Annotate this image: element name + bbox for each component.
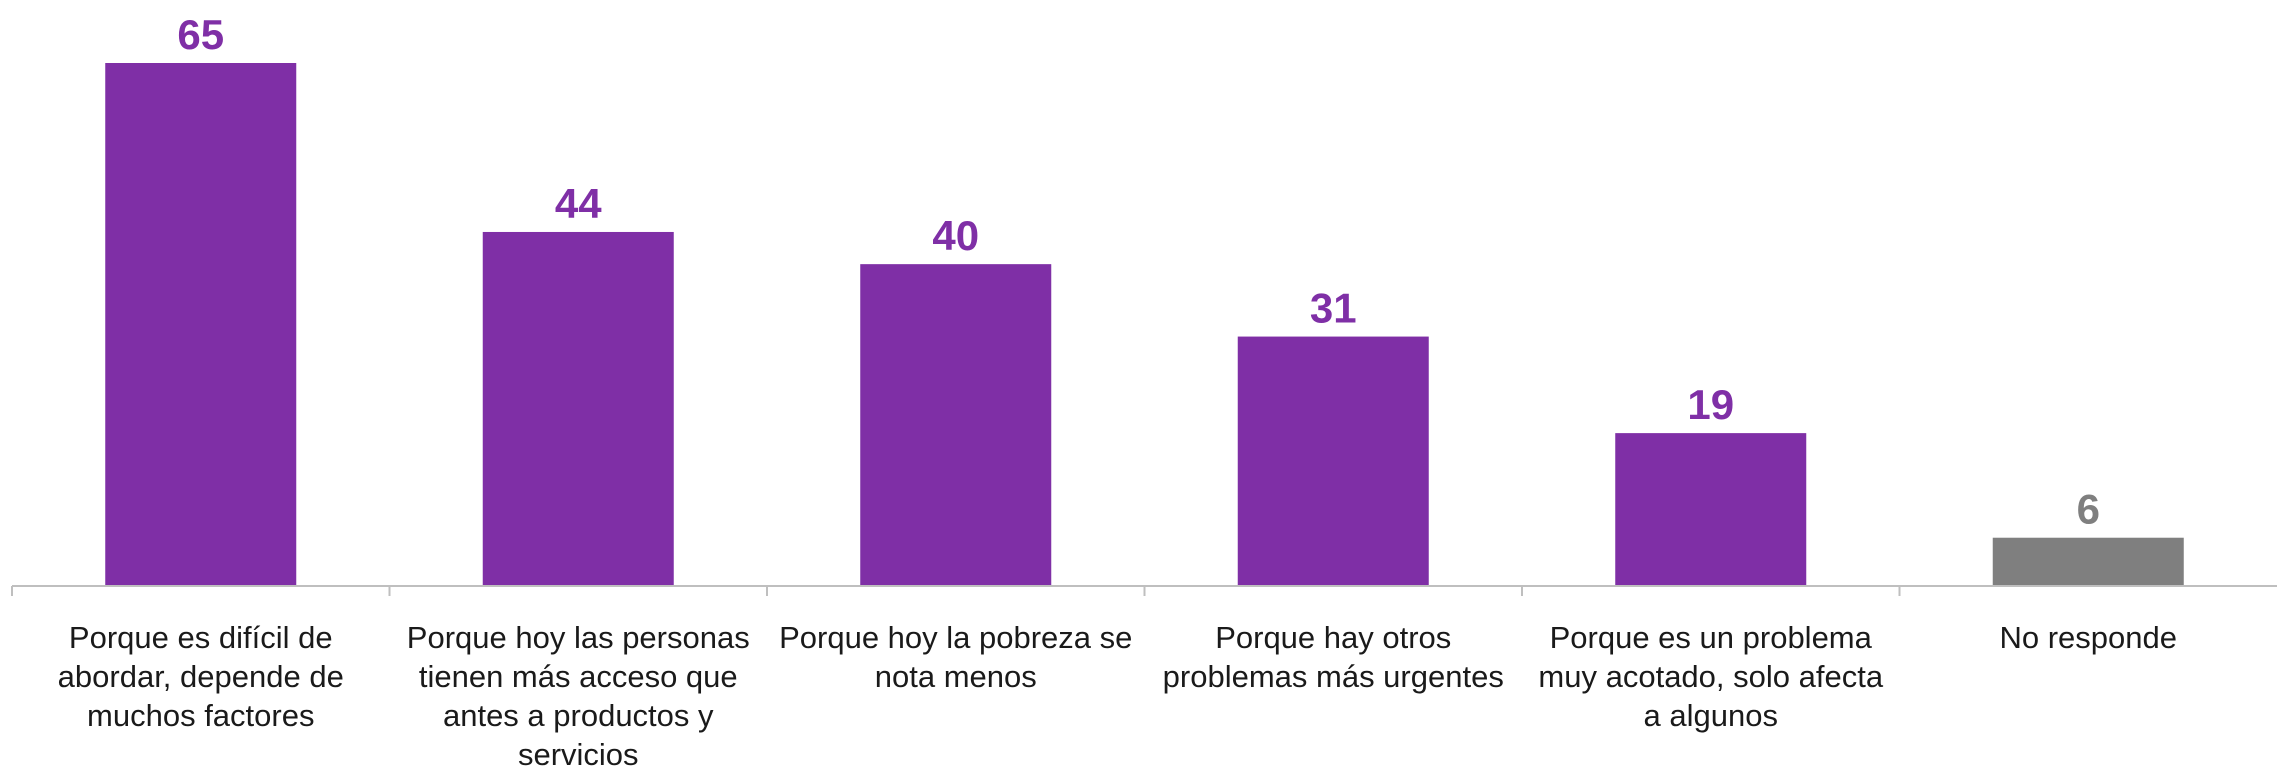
category-label: Porque hoy la pobreza se nota menos bbox=[779, 620, 1133, 694]
bar bbox=[1237, 336, 1429, 586]
bar bbox=[482, 231, 674, 586]
value-label: 65 bbox=[177, 11, 224, 58]
category-label: Porque es un problema muy acotado, solo … bbox=[1538, 620, 1884, 733]
value-label: 6 bbox=[2077, 486, 2100, 533]
value-label: 44 bbox=[555, 180, 602, 227]
bar bbox=[1615, 433, 1807, 586]
value-label: 40 bbox=[932, 212, 979, 259]
x-axis bbox=[11, 585, 2277, 596]
value-labels-group: 65 44 40 31 19 6 bbox=[177, 11, 2100, 533]
category-label: Porque hoy las personas tienen más acces… bbox=[406, 620, 750, 772]
category-label: Porque hay otros problemas más urgentes bbox=[1162, 620, 1504, 694]
bar bbox=[860, 264, 1052, 586]
bars-group bbox=[105, 63, 2184, 586]
value-label: 31 bbox=[1310, 285, 1357, 332]
bar bbox=[105, 63, 297, 586]
bar bbox=[1992, 537, 2184, 586]
category-label: No responde bbox=[1999, 620, 2177, 655]
value-label: 19 bbox=[1687, 381, 1734, 428]
category-label: Porque es difícil de abordar, depende de… bbox=[57, 620, 344, 733]
